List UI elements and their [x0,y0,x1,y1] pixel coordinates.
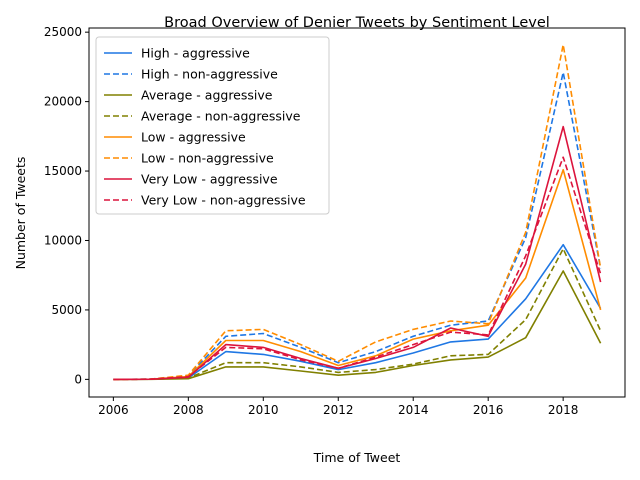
y-axis-ticks: 0 5000 10000 15000 20000 25000 [44,25,89,386]
x-axis-label: Time of Tweet [313,450,401,465]
series-line [113,168,602,381]
x-tick-label: 2010 [248,403,279,417]
y-tick-label: 5000 [51,303,82,317]
y-tick-label: 10000 [44,233,82,247]
legend-label: High - aggressive [141,46,250,61]
legend-label: Very Low - aggressive [141,172,278,187]
x-tick-label: 2006 [98,403,129,417]
legend-label: High - non-aggressive [141,67,278,82]
series-line [113,43,602,381]
legend-box [95,36,330,215]
x-tick-label: 2008 [173,403,204,417]
y-tick-label: 15000 [44,164,82,178]
series-line [113,248,602,381]
x-tick-label: 2016 [473,403,504,417]
legend-label: Average - aggressive [141,88,273,103]
legend-label: Low - aggressive [141,130,246,145]
series-line [113,156,602,381]
plot-frame [88,27,626,398]
y-tick-label: 25000 [44,25,82,39]
y-tick-label: 0 [74,372,82,386]
legend-label: Low - non-aggressive [141,151,274,166]
x-tick-label: 2014 [398,403,429,417]
series-line [113,243,602,381]
x-axis-ticks: 2006 2008 2010 2012 2014 2016 2018 [98,397,578,417]
x-tick-label: 2018 [548,403,579,417]
series-lines [113,43,602,381]
legend-label: Very Low - non-aggressive [141,193,306,208]
y-axis-label: Number of Tweets [13,157,28,270]
series-line [113,71,602,381]
series-line [113,270,602,381]
legend-label: Average - non-aggressive [141,109,301,124]
legend: High - aggressive High - non-aggressive Av… [95,36,330,215]
chart-title: Broad Overview of Denier Tweets by Senti… [164,15,550,31]
plot-area [88,27,626,398]
y-tick-label: 20000 [44,95,82,109]
x-tick-label: 2012 [323,403,354,417]
